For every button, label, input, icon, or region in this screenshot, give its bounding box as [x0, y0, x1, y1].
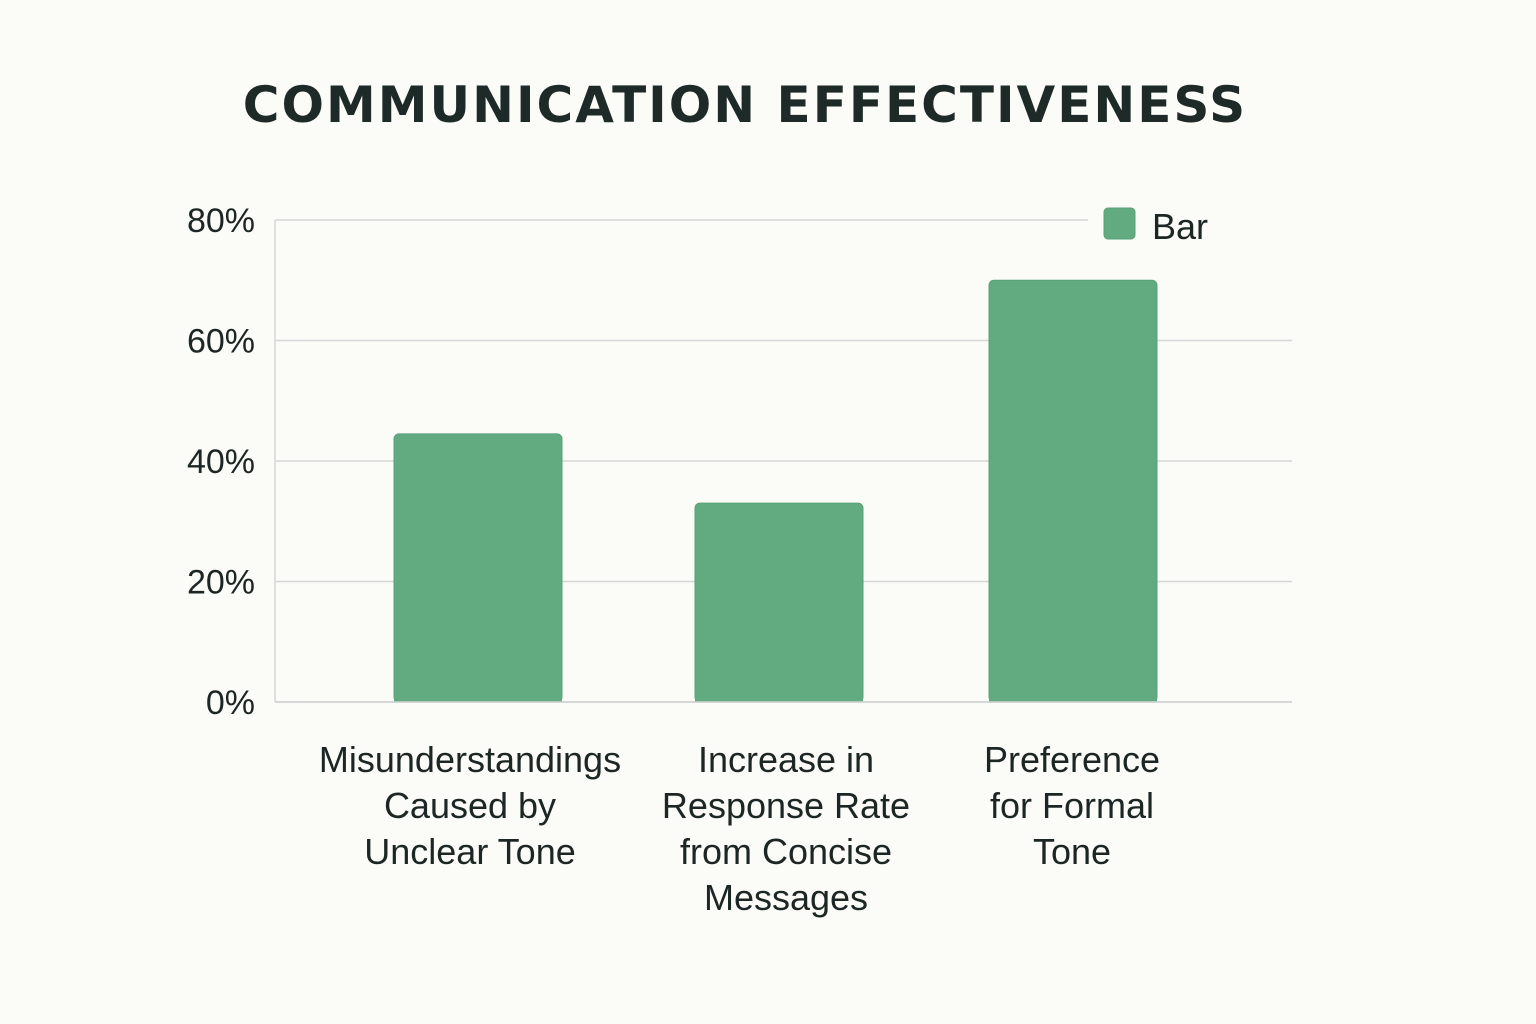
y-tick-label: 80% [187, 202, 255, 240]
y-tick-label: 20% [187, 564, 255, 602]
category-label: for Formal [990, 785, 1154, 826]
category-label: Response Rate [662, 785, 910, 826]
category-label: Misunderstandings [319, 739, 621, 780]
category-label: Messages [704, 877, 868, 918]
category-label: Tone [1033, 831, 1111, 872]
category-label: Preference [984, 739, 1160, 780]
category-label: Unclear Tone [364, 831, 575, 872]
bar-base [695, 694, 863, 702]
y-tick-label: 60% [187, 323, 255, 361]
legend-label: Bar [1152, 206, 1208, 247]
chart-title: COMMUNICATION EFFECTIVENESS [242, 76, 1248, 134]
legend-swatch [1103, 207, 1136, 240]
bar [988, 279, 1158, 703]
y-tick-label: 0% [206, 684, 255, 722]
category-label: from Concise [680, 831, 892, 872]
bar [694, 502, 864, 703]
bar-base [394, 694, 562, 702]
category-label: Caused by [384, 785, 556, 826]
bar [393, 433, 563, 703]
category-label: Increase in [698, 739, 874, 780]
y-tick-label: 40% [187, 443, 255, 481]
bar-base [989, 694, 1157, 702]
